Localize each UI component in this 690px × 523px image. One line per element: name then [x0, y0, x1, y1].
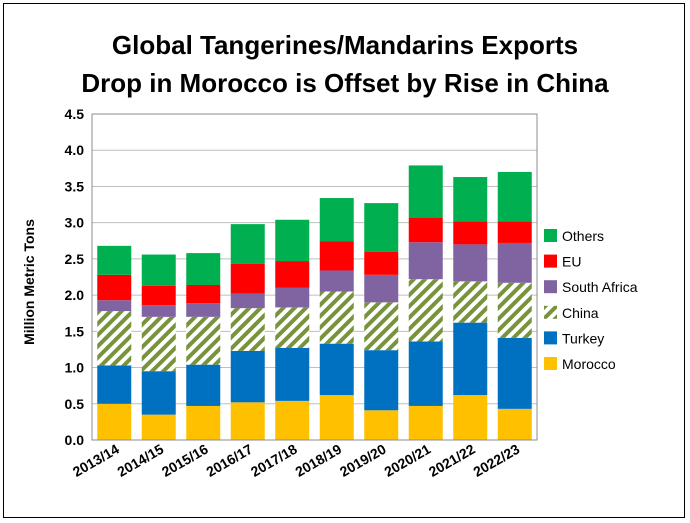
chart-title: Global Tangerines/Mandarins Exports — [111, 30, 579, 60]
bar-eu-2022-23 — [497, 221, 532, 243]
bars — [97, 165, 532, 440]
bar-eu-2017-18 — [275, 261, 310, 288]
y-tick-label: 3.0 — [65, 215, 85, 231]
y-axis-label: Million Metric Tons — [21, 219, 37, 345]
plot-area — [91, 113, 538, 441]
legend-label: South Africa — [562, 279, 638, 295]
x-tick-label: 2015/16 — [159, 441, 211, 480]
bar-south-africa-2020-21 — [408, 242, 443, 280]
bar-china-2019-20 — [364, 302, 399, 351]
bar-south-africa-2018-19 — [319, 270, 354, 292]
legend-swatch — [544, 357, 557, 370]
bar-others-2021-22 — [453, 177, 488, 222]
bar-china-2016-17 — [230, 308, 265, 351]
bar-turkey-2014-15 — [141, 371, 176, 415]
bar-morocco-2020-21 — [408, 405, 443, 440]
bar-south-africa-2021-22 — [453, 244, 488, 282]
bar-turkey-2016-17 — [230, 350, 265, 403]
bar-eu-2013-14 — [97, 274, 132, 301]
legend-swatch — [544, 331, 557, 345]
y-tick-label: 4.5 — [65, 106, 85, 122]
legend: Others EU South Africa China Turkey Morocco — [544, 228, 638, 372]
bar-others-2022-23 — [497, 171, 532, 222]
bar-morocco-2022-23 — [497, 408, 532, 440]
x-tick-label: 2022/23 — [470, 441, 522, 480]
x-tick-label: 2018/19 — [292, 441, 344, 480]
bar-morocco-2017-18 — [275, 400, 310, 440]
bar-south-africa-2017-18 — [275, 287, 310, 308]
y-tick-label: 4.0 — [65, 142, 85, 158]
bar-others-2014-15 — [141, 254, 176, 286]
bar-turkey-2013-14 — [97, 365, 132, 404]
bar-morocco-2021-22 — [453, 395, 488, 440]
bar-china-2021-22 — [453, 281, 488, 323]
bar-turkey-2021-22 — [453, 322, 488, 396]
bar-turkey-2020-21 — [408, 341, 443, 406]
bar-eu-2016-17 — [230, 263, 265, 294]
bar-eu-2015-16 — [186, 284, 221, 304]
bar-eu-2020-21 — [408, 217, 443, 243]
legend-label: China — [562, 305, 599, 321]
x-tick-label: 2021/22 — [426, 441, 478, 480]
y-tick-label: 0.5 — [65, 396, 85, 412]
x-tick-label: 2014/15 — [114, 441, 166, 480]
bar-others-2020-21 — [408, 165, 443, 218]
bar-south-africa-2019-20 — [364, 274, 399, 303]
y-tick-label: 1.0 — [65, 360, 85, 376]
bar-china-2014-15 — [141, 316, 176, 372]
chart-subtitle: Drop in Morocco is Offset by Rise in Chi… — [81, 68, 609, 98]
bar-morocco-2014-15 — [141, 414, 176, 440]
bar-morocco-2013-14 — [97, 403, 132, 440]
bar-others-2017-18 — [275, 219, 310, 262]
legend-label: Turkey — [562, 330, 604, 346]
bar-south-africa-2016-17 — [230, 293, 265, 309]
bar-eu-2019-20 — [364, 251, 399, 275]
bar-turkey-2022-23 — [497, 337, 532, 409]
bar-others-2013-14 — [97, 245, 132, 275]
bar-china-2013-14 — [97, 311, 132, 366]
bar-morocco-2016-17 — [230, 402, 265, 440]
legend-swatch — [544, 280, 557, 294]
x-tick-label: 2019/20 — [337, 441, 389, 480]
y-tick-label: 0.0 — [65, 432, 85, 448]
bar-eu-2014-15 — [141, 285, 176, 306]
bar-south-africa-2014-15 — [141, 305, 176, 317]
bar-china-2017-18 — [275, 307, 310, 348]
bar-morocco-2019-20 — [364, 410, 399, 440]
bar-china-2020-21 — [408, 279, 443, 342]
bar-turkey-2019-20 — [364, 350, 399, 411]
bar-south-africa-2022-23 — [497, 242, 532, 283]
y-tick-label: 1.5 — [65, 323, 85, 339]
bar-turkey-2015-16 — [186, 364, 221, 406]
bar-eu-2021-22 — [453, 221, 488, 245]
bar-south-africa-2015-16 — [186, 303, 221, 317]
bar-others-2018-19 — [319, 198, 354, 242]
legend-swatch — [544, 305, 557, 319]
legend-swatch — [544, 254, 557, 268]
bar-china-2015-16 — [186, 316, 221, 365]
bar-others-2019-20 — [364, 203, 399, 252]
bar-south-africa-2013-14 — [97, 300, 132, 312]
legend-label: Morocco — [562, 356, 616, 372]
x-tick-label: 2016/17 — [203, 441, 255, 480]
bar-turkey-2017-18 — [275, 347, 310, 401]
legend-swatch — [544, 229, 557, 242]
legend-label: EU — [562, 254, 581, 270]
bar-others-2015-16 — [186, 253, 221, 285]
bar-china-2018-19 — [319, 291, 354, 344]
bar-others-2016-17 — [230, 224, 265, 264]
legend-label: Others — [562, 228, 604, 244]
bar-china-2022-23 — [497, 282, 532, 338]
y-tick-label: 2.5 — [65, 251, 85, 267]
x-tick-label: 2020/21 — [381, 441, 433, 480]
y-tick-label: 3.5 — [65, 178, 85, 194]
x-tick-label: 2017/18 — [248, 441, 300, 480]
bar-turkey-2018-19 — [319, 343, 354, 396]
bar-morocco-2015-16 — [186, 405, 221, 440]
y-tick-label: 2.0 — [65, 287, 85, 303]
bar-morocco-2018-19 — [319, 395, 354, 440]
bar-eu-2018-19 — [319, 241, 354, 271]
